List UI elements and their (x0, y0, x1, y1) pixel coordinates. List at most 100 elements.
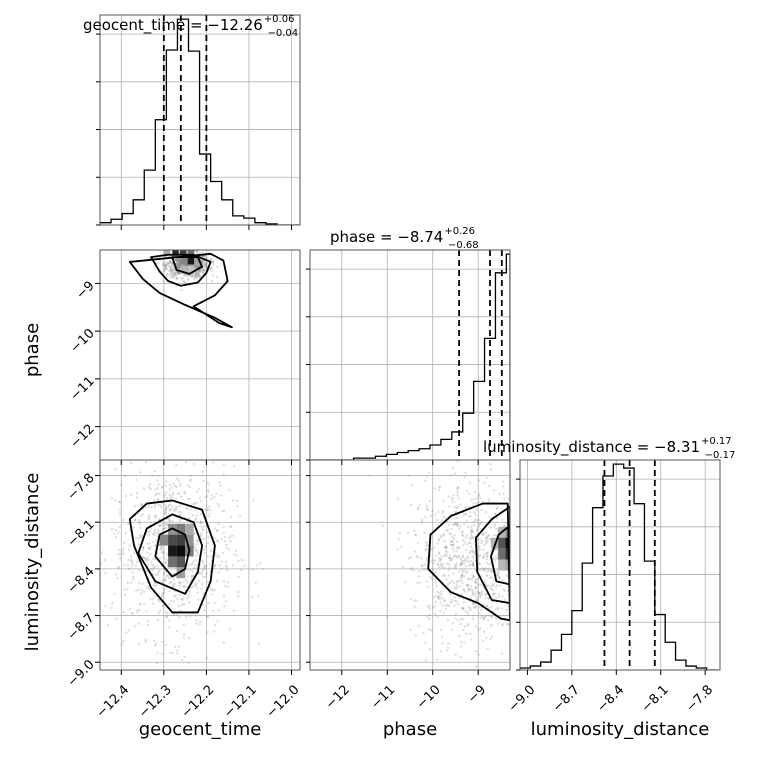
scatter-point (523, 514, 525, 516)
scatter-point (175, 270, 178, 274)
scatter-point (401, 565, 405, 569)
scatter-point (104, 605, 107, 608)
scatter-point (221, 510, 224, 513)
scatter-point (181, 597, 184, 601)
scatter-point (160, 506, 163, 509)
scatter-point (446, 646, 450, 649)
scatter-point (197, 598, 200, 601)
scatter-point (199, 275, 202, 279)
scatter-point (409, 556, 413, 559)
scatter-point (465, 543, 468, 546)
scatter-point (206, 615, 209, 618)
scatter-point (420, 557, 423, 560)
scatter-point (186, 263, 189, 267)
scatter-point (446, 528, 449, 532)
scatter-point (478, 494, 481, 498)
scatter-point (142, 603, 146, 606)
contour-level-1 (475, 505, 510, 605)
scatter-point (177, 259, 181, 263)
scatter-point (445, 529, 448, 532)
scatter-point (437, 557, 441, 560)
scatter-point (161, 486, 164, 489)
scatter-point (178, 519, 182, 522)
scatter-point (178, 262, 182, 265)
scatter-point (203, 548, 206, 551)
scatter-point (471, 589, 474, 592)
scatter-point (191, 263, 194, 267)
ytick-label: −8.4 (65, 564, 98, 597)
scatter-point (516, 544, 518, 546)
scatter-point (176, 271, 180, 274)
scatter-point (222, 509, 226, 512)
scatter-point (178, 262, 182, 265)
scatter-point (129, 558, 133, 562)
scatter-point (193, 584, 197, 587)
scatter-point (430, 629, 433, 632)
scatter-point (165, 497, 169, 500)
scatter-point (183, 490, 187, 494)
scatter-point (164, 561, 167, 565)
scatter-point (153, 544, 157, 547)
scatter-point (524, 576, 526, 578)
scatter-point (439, 649, 442, 653)
scatter-point (468, 632, 472, 636)
scatter-point (464, 512, 467, 516)
scatter-point (164, 265, 167, 269)
scatter-point (225, 543, 228, 547)
scatter-point (119, 483, 123, 486)
scatter-point (516, 544, 518, 546)
scatter-point (506, 589, 510, 593)
scatter-point (158, 557, 162, 560)
scatter-point (149, 527, 152, 530)
scatter-point (135, 478, 138, 482)
scatter-point (447, 642, 450, 645)
scatter-point (182, 263, 186, 267)
scatter-point (439, 535, 443, 539)
scatter-point (459, 525, 462, 528)
scatter-point (438, 685, 440, 687)
scatter-point (428, 617, 431, 621)
scatter-point (139, 536, 142, 540)
scatter-point (195, 582, 198, 585)
scatter-point (228, 548, 231, 551)
scatter-point (164, 511, 167, 514)
scatter-point (149, 530, 152, 534)
scatter-point (429, 575, 432, 579)
scatter-point (466, 555, 469, 558)
scatter-point (428, 499, 431, 503)
scatter-point (182, 623, 185, 626)
scatter-point (177, 505, 181, 508)
ytick-label: −12 (68, 422, 98, 452)
scatter-point (445, 554, 448, 558)
scatter-point (501, 594, 504, 598)
scatter-point (186, 516, 189, 520)
scatter-point (198, 270, 201, 274)
scatter-point (161, 594, 164, 598)
scatter-point (465, 559, 468, 563)
scatter-point (163, 578, 166, 581)
scatter-point (403, 581, 407, 584)
scatter-point (216, 540, 220, 543)
ytick-label: −9.0 (65, 657, 98, 690)
scatter-point (122, 640, 125, 643)
scatter-point (434, 581, 437, 584)
scatter-point (127, 558, 130, 562)
scatter-point (490, 615, 493, 619)
scatter-point (424, 641, 427, 644)
scatter-point (130, 564, 134, 568)
scatter-point (207, 490, 210, 494)
scatter-point (157, 483, 160, 486)
scatter-point (178, 272, 181, 275)
scatter-point (485, 574, 488, 578)
scatter-point (485, 570, 488, 573)
scatter-point (169, 507, 173, 511)
scatter-point (545, 586, 547, 588)
scatter-point (164, 263, 167, 266)
scatter-point (178, 258, 182, 261)
ytick-label: −9 (73, 278, 97, 302)
scatter-point (190, 574, 194, 578)
scatter-point (203, 260, 206, 264)
scatter-point (178, 584, 181, 587)
scatter-point (215, 539, 219, 542)
scatter-point (468, 560, 471, 563)
